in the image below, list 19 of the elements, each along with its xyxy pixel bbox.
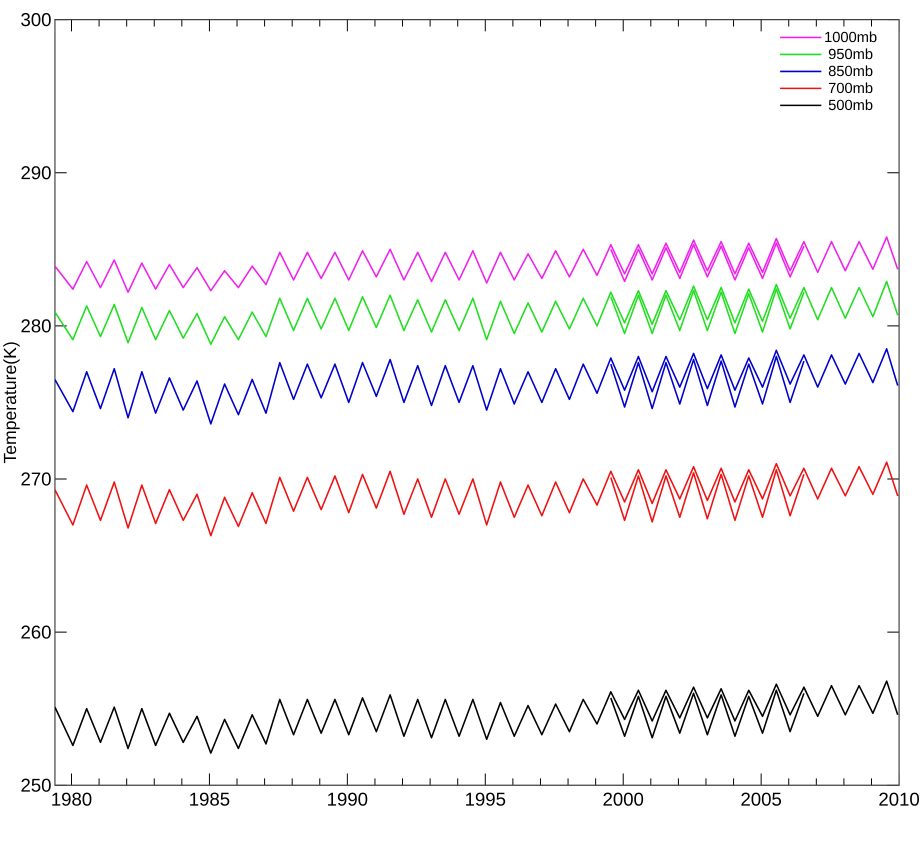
x-tick-label: 2000 bbox=[603, 792, 644, 806]
legend-label: 1000mb bbox=[825, 31, 876, 42]
y-tick-label: 250 bbox=[21, 778, 51, 792]
y-tick-label: 290 bbox=[21, 166, 51, 180]
y-tick-label: 280 bbox=[21, 319, 51, 332]
legend-label: 700mb bbox=[828, 82, 872, 94]
x-tick-label: 1985 bbox=[190, 792, 230, 806]
legend-label: 950mb bbox=[828, 48, 872, 60]
y-tick-label: 300 bbox=[21, 12, 51, 26]
x-tick-label: 2005 bbox=[741, 792, 782, 806]
x-tick-label: 2010 bbox=[879, 792, 920, 806]
y-tick-label: 270 bbox=[21, 472, 51, 486]
x-tick-label: 1990 bbox=[328, 792, 368, 806]
legend-label: 500mb bbox=[828, 99, 872, 110]
y-axis-title: Temperature(K) bbox=[3, 342, 20, 464]
legend-label: 850mb bbox=[828, 65, 872, 76]
y-tick-label: 260 bbox=[21, 625, 51, 639]
x-tick-label: 1995 bbox=[466, 792, 506, 806]
x-tick-label: 1980 bbox=[52, 792, 92, 806]
